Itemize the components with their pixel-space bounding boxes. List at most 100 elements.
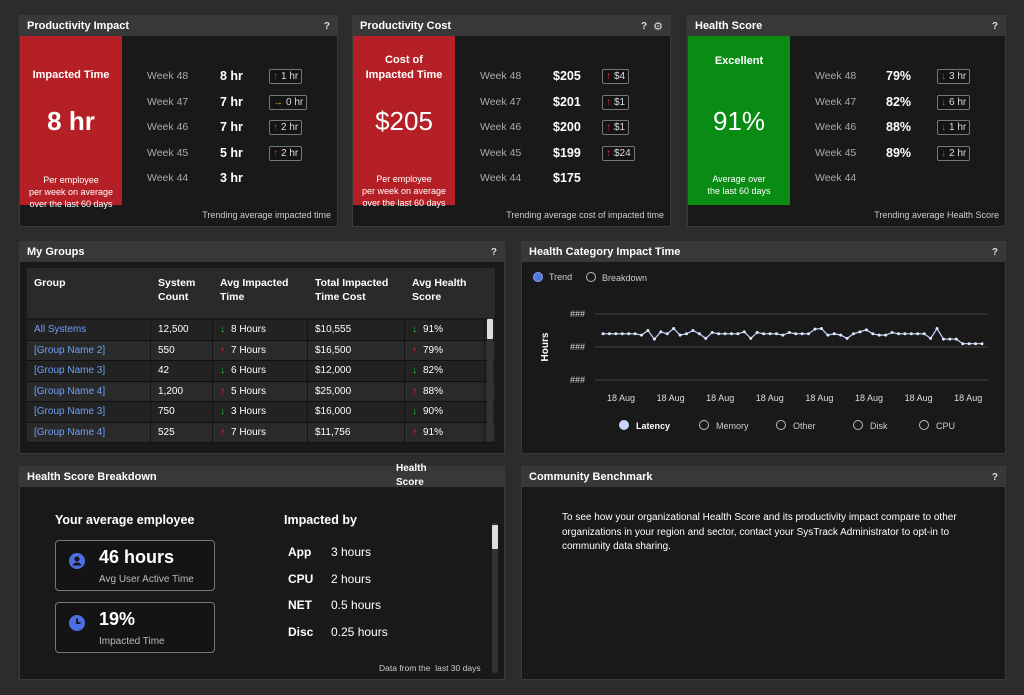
data-point[interactable]: [665, 332, 669, 336]
data-point[interactable]: [787, 330, 791, 334]
data-point[interactable]: [935, 327, 939, 331]
table-row[interactable]: [Group Name 4] 525 ↑ 7 Hours $11,756 ↑ 91%: [27, 422, 495, 443]
help-icon[interactable]: ?: [991, 246, 998, 258]
data-point[interactable]: [871, 332, 875, 336]
table-row[interactable]: [Group Name 3] 750 ↓ 3 Hours $16,000 ↓ 90%: [27, 402, 495, 423]
group-name[interactable]: [Group Name 4]: [34, 426, 106, 438]
data-point[interactable]: [839, 333, 843, 337]
data-point[interactable]: [717, 332, 721, 336]
data-point[interactable]: [601, 332, 605, 336]
data-point[interactable]: [755, 330, 759, 334]
help-icon[interactable]: ?: [991, 20, 998, 32]
data-point[interactable]: [922, 332, 926, 336]
data-point[interactable]: [967, 342, 971, 346]
data-point[interactable]: [948, 337, 952, 341]
data-point[interactable]: [800, 332, 804, 336]
data-point[interactable]: [697, 332, 701, 336]
group-name[interactable]: [Group Name 4]: [34, 385, 106, 397]
data-point[interactable]: [729, 332, 733, 336]
group-name[interactable]: [Group Name 3]: [34, 406, 106, 418]
data-point[interactable]: [974, 342, 978, 346]
scrollbar-thumb[interactable]: [487, 319, 493, 339]
legend-radio-disk[interactable]: [853, 420, 863, 430]
data-point[interactable]: [819, 327, 823, 331]
data-point[interactable]: [884, 333, 888, 337]
data-point[interactable]: [640, 333, 644, 337]
data-point[interactable]: [954, 337, 958, 341]
data-point[interactable]: [877, 333, 881, 337]
header-system-count[interactable]: System Count: [158, 277, 196, 303]
cell-group[interactable]: [Group Name 2]: [27, 340, 151, 360]
data-point[interactable]: [710, 330, 714, 334]
scrollbar-thumb[interactable]: [492, 525, 498, 549]
legend-radio-other[interactable]: [776, 420, 786, 430]
data-point[interactable]: [704, 336, 708, 340]
data-point[interactable]: [929, 336, 933, 340]
gear-icon[interactable]: ⚙: [653, 20, 663, 33]
data-point[interactable]: [845, 336, 849, 340]
data-point[interactable]: [633, 332, 637, 336]
data-point[interactable]: [858, 330, 862, 334]
help-icon[interactable]: ?: [991, 471, 998, 483]
data-point[interactable]: [627, 332, 631, 336]
group-name[interactable]: [Group Name 2]: [34, 344, 106, 356]
data-point[interactable]: [961, 342, 965, 346]
data-point[interactable]: [768, 332, 772, 336]
table-row[interactable]: All Systems 12,500 ↓ 8 Hours $10,555 ↓ 91%: [27, 320, 495, 341]
data-point[interactable]: [852, 332, 856, 336]
table-row[interactable]: [Group Name 3] 42 ↓ 6 Hours $12,000 ↓ 82%: [27, 361, 495, 382]
legend-label[interactable]: Disk: [870, 421, 888, 431]
scrollbar[interactable]: [492, 523, 498, 673]
cell-group[interactable]: [Group Name 4]: [27, 422, 151, 442]
data-point[interactable]: [691, 329, 695, 332]
data-point[interactable]: [909, 332, 913, 336]
data-point[interactable]: [980, 342, 984, 346]
data-point[interactable]: [941, 337, 945, 341]
data-point[interactable]: [607, 332, 611, 336]
data-point[interactable]: [672, 327, 676, 331]
data-point[interactable]: [813, 327, 817, 331]
help-icon[interactable]: ?: [490, 246, 497, 258]
cell-group[interactable]: [Group Name 4]: [27, 381, 151, 401]
legend-label[interactable]: Memory: [716, 421, 749, 431]
legend-radio-latency[interactable]: [619, 420, 629, 430]
legend-label[interactable]: CPU: [936, 421, 956, 431]
legend-radio-cpu[interactable]: [919, 420, 929, 430]
legend-radio-memory[interactable]: [699, 420, 709, 430]
cell-group[interactable]: [Group Name 3]: [27, 361, 151, 381]
data-point[interactable]: [896, 332, 900, 336]
header-group[interactable]: Group: [34, 277, 66, 289]
data-point[interactable]: [614, 332, 618, 336]
data-point[interactable]: [646, 329, 650, 332]
trend-radio-label[interactable]: Trend: [549, 272, 573, 282]
table-row[interactable]: [Group Name 4] 1,200 ↑ 5 Hours $25,000 ↑ 88%: [27, 381, 495, 402]
table-row[interactable]: [Group Name 2] 550 ↑ 7 Hours $16,500 ↑ 79%: [27, 340, 495, 361]
help-icon[interactable]: ?: [323, 20, 330, 32]
data-point[interactable]: [762, 332, 766, 336]
group-name[interactable]: [Group Name 3]: [34, 365, 106, 377]
data-point[interactable]: [794, 332, 798, 336]
help-icon[interactable]: ?: [641, 20, 648, 32]
data-point[interactable]: [807, 332, 811, 336]
header-avg-health-score[interactable]: Avg Health Score: [412, 277, 467, 303]
legend-label[interactable]: Latency: [636, 421, 671, 431]
data-point[interactable]: [903, 332, 907, 336]
scrollbar[interactable]: [487, 318, 493, 442]
data-point[interactable]: [864, 328, 868, 332]
data-point[interactable]: [620, 332, 624, 336]
legend-label[interactable]: Other: [793, 421, 816, 431]
cell-group[interactable]: All Systems: [27, 320, 151, 340]
data-point[interactable]: [832, 332, 836, 336]
data-point[interactable]: [652, 337, 656, 341]
data-point[interactable]: [749, 336, 753, 340]
data-point[interactable]: [736, 332, 740, 336]
data-point[interactable]: [781, 333, 785, 337]
data-point[interactable]: [826, 333, 830, 337]
data-point[interactable]: [742, 330, 746, 334]
data-point[interactable]: [890, 330, 894, 334]
data-point[interactable]: [774, 332, 778, 336]
cell-group[interactable]: [Group Name 3]: [27, 402, 151, 422]
header-avg-impacted-time[interactable]: Avg Impacted Time: [220, 277, 289, 303]
data-point[interactable]: [678, 333, 682, 337]
group-name[interactable]: All Systems: [34, 324, 87, 336]
